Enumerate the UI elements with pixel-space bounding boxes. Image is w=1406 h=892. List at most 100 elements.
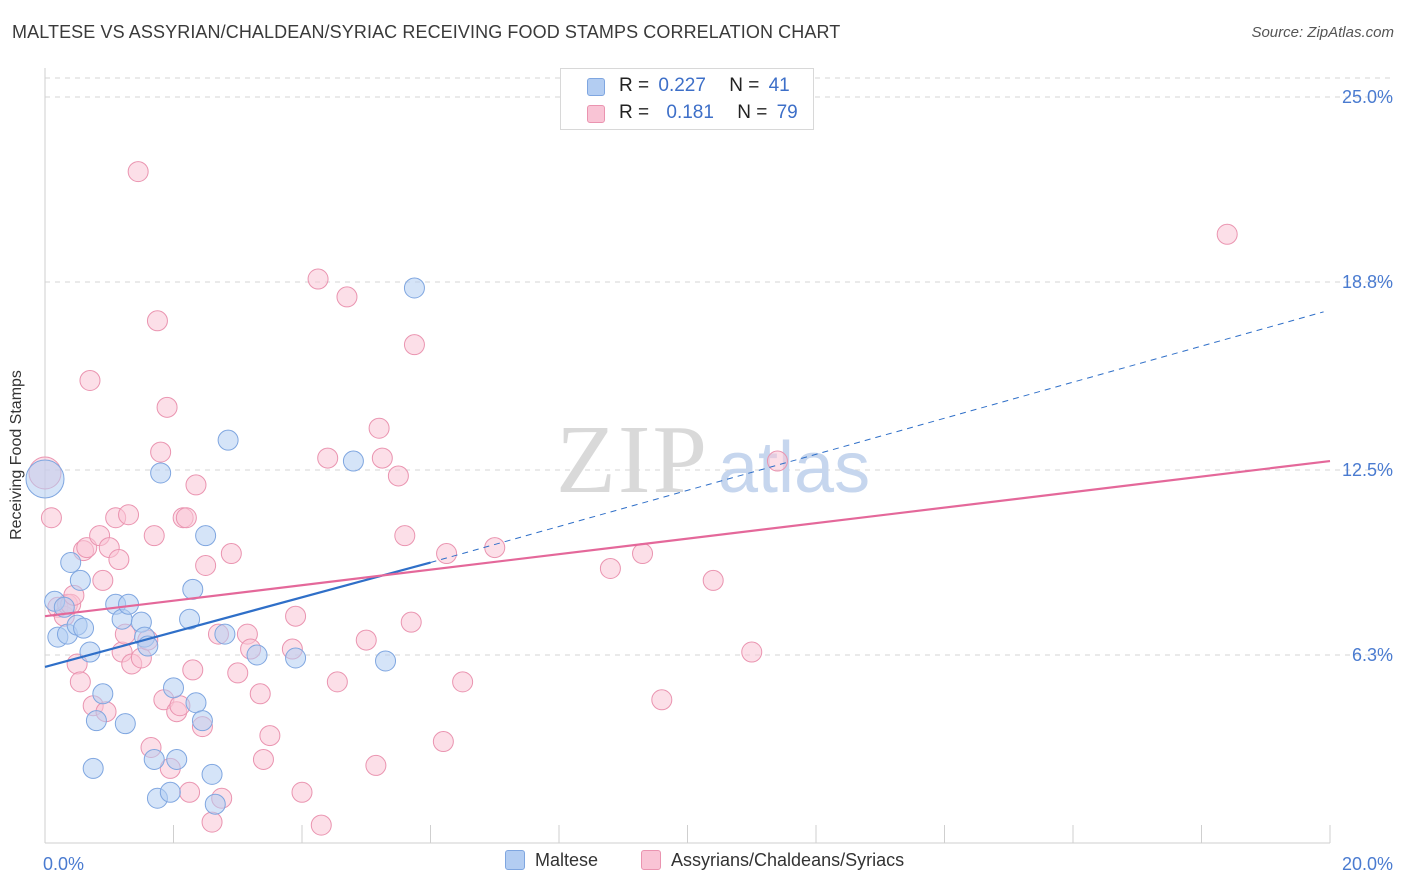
assyrian-point [452,671,474,693]
watermark-zip: ZIP [556,406,709,514]
watermark: ZIP atlas [556,406,870,514]
legend-n-value: 41 [768,75,790,96]
assyrian-point [92,569,114,591]
assyrian-point [175,507,197,529]
maltese-point [191,710,213,732]
maltese-trend-line [44,561,431,669]
assyrian-point [394,525,416,547]
maltese-point [195,525,217,547]
assyrian-point [143,525,165,547]
maltese-point [159,781,181,803]
assyrian-point [182,659,204,681]
assyrian-point [146,310,168,332]
maltese-point [25,459,65,499]
chart-title: MALTESE VS ASSYRIAN/CHALDEAN/SYRIAC RECE… [12,22,841,42]
maltese-swatch [587,78,605,96]
assyrian-point [371,447,393,469]
assyrian-point [118,504,140,526]
maltese-point [179,608,201,630]
x-tick-label: 20.0% [1342,854,1393,874]
assyrian-point [310,814,332,836]
maltese-point [375,650,397,672]
assyrian-point [201,811,223,833]
legend-n-label: N = [737,102,768,123]
maltese-point [342,450,364,472]
assyrian-point [220,543,242,565]
assyrian-point [632,543,654,565]
trend-lines [44,311,1331,669]
assyrian-point [365,754,387,776]
maltese-point [143,748,165,770]
legend-r-label: R = [619,75,650,96]
maltese-point [85,710,107,732]
assyrian-point [403,334,425,356]
assyrian-point [436,543,458,565]
assyrian-point [336,286,358,308]
maltese-point [182,578,204,600]
assyrian-point [307,268,329,290]
assyrian-point [599,557,621,579]
legend-r-value: 0.227 [658,75,706,96]
maltese-point [403,277,425,299]
assyrian-swatch [587,105,605,123]
assyrian-point [156,396,178,418]
maltese-point [114,713,136,735]
assyrian-point [285,605,307,627]
assyrian-point [195,554,217,576]
assyrian-point [368,417,390,439]
maltese-point [73,617,95,639]
assyrian-point [702,569,724,591]
x-tick-label: 0.0% [43,854,84,874]
assyrian-point [317,447,339,469]
legend-r-value: 0.181 [666,102,714,123]
assyrian-point [651,689,673,711]
legend-item-maltese[interactable]: Maltese [505,850,598,871]
assyrian-point [79,369,101,391]
series-legend: Maltese Assyrians/Chaldeans/Syriacs [0,850,1406,878]
tick-labels: 6.3% 12.5% 18.8% 25.0% 0.0% 20.0% [43,87,1393,874]
assyrian-point [387,465,409,487]
y-tick-label: 6.3% [1352,645,1393,665]
maltese-point [214,623,236,645]
assyrian-point [326,671,348,693]
assyrian-point [108,549,130,571]
grid-lines [45,77,1392,656]
assyrian-point [127,161,149,183]
assyrian-point [40,507,62,529]
maltese-point [185,692,207,714]
legend-n-label: N = [729,75,760,96]
watermark-atlas: atlas [718,428,870,508]
legend-label-assyrian: Assyrians/Chaldeans/Syriacs [671,850,905,870]
maltese-point [150,462,172,484]
assyrian-point [741,641,763,663]
assyrian-point [1216,223,1238,245]
maltese-point [217,429,239,451]
assyrian-point [185,474,207,496]
assyrian-point [291,781,313,803]
correlation-legend: R = 0.227 N = 41 R = 0.181 N = 79 [560,68,814,130]
assyrian-point [179,781,201,803]
maltese-legend-swatch [505,850,525,870]
source-label: Source: ZipAtlas.com [1251,24,1394,41]
maltese-point [166,748,188,770]
maltese-point [163,677,184,699]
axes [44,68,1331,844]
assyrian-legend-swatch [641,850,661,870]
assyrian-point [400,611,422,633]
maltese-point [204,793,226,815]
y-tick-label: 18.8% [1342,272,1393,292]
maltese-point [82,757,104,779]
maltese-trend-extension [430,311,1324,563]
maltese-point [92,683,114,705]
maltese-point [69,569,91,591]
maltese-point [60,552,82,574]
assyrian-point [766,450,788,472]
assyrian-trend-line [44,459,1331,618]
y-tick-label: 12.5% [1342,460,1393,480]
assyrian-point [355,629,377,651]
legend-item-assyrian[interactable]: Assyrians/Chaldeans/Syriacs [641,850,904,871]
y-tick-label: 25.0% [1342,87,1393,107]
assyrian-point [227,662,249,684]
assyrian-point [432,731,454,753]
